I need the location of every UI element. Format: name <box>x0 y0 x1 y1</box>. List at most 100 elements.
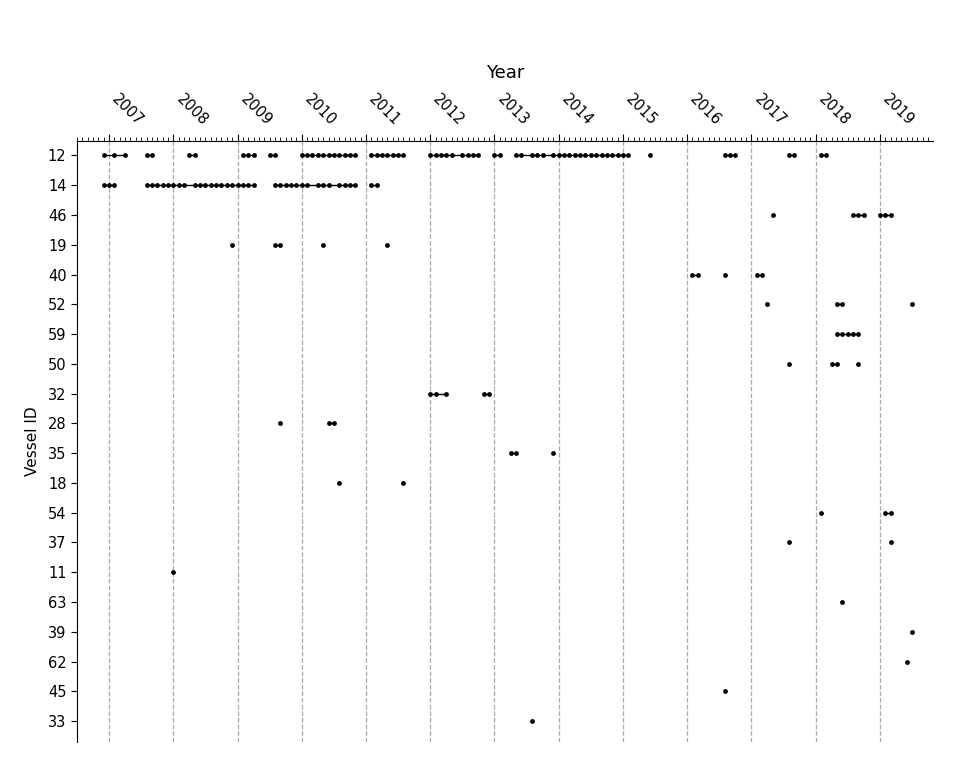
Point <box>609 149 625 162</box>
Point <box>845 328 860 341</box>
Point <box>347 149 362 162</box>
Point <box>374 149 389 162</box>
Point <box>336 149 352 162</box>
Point <box>834 328 850 341</box>
Point <box>138 149 154 162</box>
Point <box>294 179 309 191</box>
Point <box>107 149 122 162</box>
Point <box>855 209 871 221</box>
Point <box>267 149 283 162</box>
Point <box>455 149 470 162</box>
Point <box>850 328 865 341</box>
Point <box>566 149 581 162</box>
Point <box>615 149 630 162</box>
Point <box>903 626 919 638</box>
Point <box>759 298 775 311</box>
Point <box>753 269 769 281</box>
Point <box>578 149 593 162</box>
Point <box>780 537 796 549</box>
Point <box>786 149 801 162</box>
Point <box>144 149 160 162</box>
Point <box>834 596 850 608</box>
Point <box>534 149 550 162</box>
Point <box>380 238 395 251</box>
Point <box>818 149 833 162</box>
Point <box>839 328 854 341</box>
Point <box>882 537 898 549</box>
Point <box>428 149 443 162</box>
Point <box>192 179 208 191</box>
Point <box>599 149 614 162</box>
Point <box>272 417 287 430</box>
Point <box>716 149 731 162</box>
Point <box>321 417 336 430</box>
Point <box>828 358 844 370</box>
Point <box>845 209 860 221</box>
Point <box>299 149 314 162</box>
Point <box>186 149 202 162</box>
Point <box>288 179 304 191</box>
Point <box>240 149 256 162</box>
Point <box>545 447 560 459</box>
Point <box>641 149 656 162</box>
Point <box>96 179 111 191</box>
Point <box>582 149 598 162</box>
Point <box>828 298 844 311</box>
Point <box>234 149 250 162</box>
Point <box>246 179 261 191</box>
Point <box>903 298 919 311</box>
Point <box>395 476 410 489</box>
Point <box>555 149 571 162</box>
Point <box>503 447 518 459</box>
Point <box>465 149 480 162</box>
Point <box>513 149 529 162</box>
Point <box>182 149 197 162</box>
Point <box>716 685 731 697</box>
Point <box>850 358 865 370</box>
Point <box>749 269 764 281</box>
Point <box>876 506 892 519</box>
Point <box>524 149 539 162</box>
Point <box>480 387 496 400</box>
Point <box>342 179 357 191</box>
Point <box>593 149 608 162</box>
Point <box>812 149 827 162</box>
Point <box>219 179 234 191</box>
Point <box>309 149 325 162</box>
Point <box>332 149 347 162</box>
Point <box>422 149 437 162</box>
Point <box>369 149 384 162</box>
Point <box>283 179 299 191</box>
Point <box>117 149 133 162</box>
Point <box>428 387 443 400</box>
Point <box>507 149 523 162</box>
Point <box>572 149 587 162</box>
Point <box>828 328 844 341</box>
Point <box>321 179 336 191</box>
Point <box>422 387 437 400</box>
Point <box>438 387 454 400</box>
Point <box>561 149 577 162</box>
Point <box>876 209 892 221</box>
Point <box>267 179 283 191</box>
Point <box>278 179 293 191</box>
Point <box>96 149 111 162</box>
Point <box>824 358 839 370</box>
Point <box>850 209 865 221</box>
Point <box>363 149 379 162</box>
Point <box>272 179 287 191</box>
Point <box>230 179 245 191</box>
Point <box>261 149 277 162</box>
Point <box>476 387 491 400</box>
Point <box>347 179 362 191</box>
Point <box>107 179 122 191</box>
Point <box>716 269 731 281</box>
Point <box>524 715 539 727</box>
Point <box>363 179 379 191</box>
Point <box>336 179 352 191</box>
Point <box>272 238 287 251</box>
Point <box>530 149 545 162</box>
Point <box>780 149 796 162</box>
Point <box>209 179 224 191</box>
Point <box>872 209 887 221</box>
